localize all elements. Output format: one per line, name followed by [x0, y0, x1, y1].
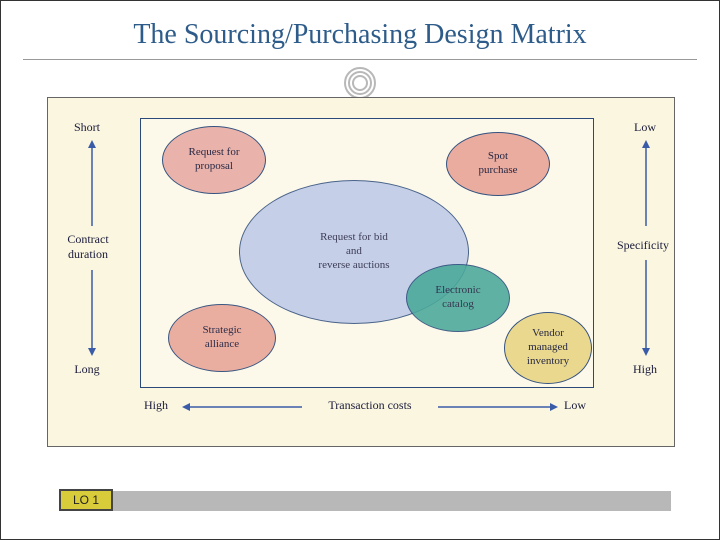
ellipse-strat: Strategic alliance	[168, 304, 276, 372]
left-axis-title: Contract duration	[48, 232, 128, 262]
right-axis-arrow-down	[640, 260, 652, 361]
ellipse-rfp: Request for proposal	[162, 126, 266, 194]
ellipse-spot: Spot purchase	[446, 132, 550, 196]
bottom-axis-title: Transaction costs	[310, 398, 430, 413]
lo-badge: LO 1	[59, 489, 113, 511]
decorative-ring-icon	[342, 65, 378, 101]
bottom-axis-left-label: High	[144, 398, 168, 413]
right-axis-top-label: Low	[620, 120, 670, 135]
bottom-axis-arrow-left	[182, 400, 302, 418]
right-axis-arrow-up	[640, 140, 652, 231]
slide-container: The Sourcing/Purchasing Design Matrix Sh…	[0, 0, 720, 540]
right-axis-bottom-label: High	[620, 362, 670, 377]
bottom-axis-arrow-right	[438, 400, 558, 418]
footer-gray-bar	[101, 491, 671, 511]
left-axis-arrow-down	[86, 270, 98, 361]
ellipse-ecat: Electronic catalog	[406, 264, 510, 332]
diagram-container: Short Contract duration Long Low Specifi…	[47, 97, 675, 447]
left-axis-bottom-label: Long	[52, 362, 122, 377]
page-title: The Sourcing/Purchasing Design Matrix	[1, 1, 719, 59]
left-axis-top-label: Short	[52, 120, 122, 135]
ellipse-vmi: Vendor managed inventory	[504, 312, 592, 384]
left-axis-arrow-up	[86, 140, 98, 231]
title-rule	[23, 59, 697, 60]
bottom-axis-right-label: Low	[564, 398, 586, 413]
right-axis-title: Specificity	[610, 238, 676, 253]
